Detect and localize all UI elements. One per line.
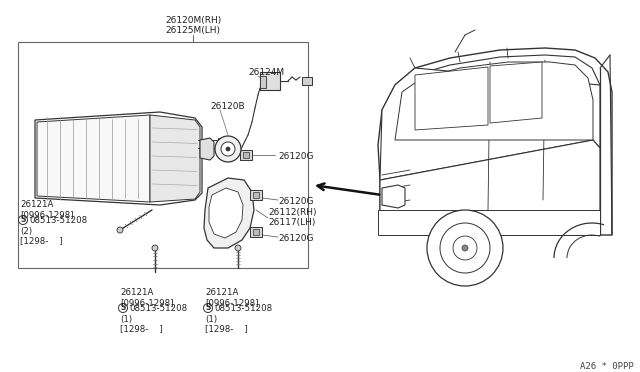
Text: S: S bbox=[120, 304, 125, 312]
Text: [1298-    ]: [1298- ] bbox=[20, 236, 63, 245]
Circle shape bbox=[204, 304, 212, 312]
Polygon shape bbox=[378, 48, 612, 235]
Text: 26121A: 26121A bbox=[205, 288, 238, 297]
Bar bbox=[240, 150, 252, 160]
Polygon shape bbox=[200, 138, 214, 160]
Text: [0996-1298]: [0996-1298] bbox=[120, 298, 173, 307]
Bar bbox=[243, 152, 249, 158]
Polygon shape bbox=[415, 67, 488, 130]
Text: 26112(RH): 26112(RH) bbox=[268, 208, 317, 217]
Text: 26120G: 26120G bbox=[278, 197, 314, 206]
Bar bbox=[253, 229, 259, 235]
Polygon shape bbox=[204, 178, 254, 248]
Polygon shape bbox=[150, 115, 200, 202]
Text: S: S bbox=[20, 215, 26, 224]
Text: 26121A: 26121A bbox=[120, 288, 154, 297]
Bar bbox=[253, 192, 259, 198]
Text: 08513-51208: 08513-51208 bbox=[214, 304, 272, 313]
Polygon shape bbox=[380, 68, 600, 180]
Bar bbox=[250, 227, 262, 237]
Text: 26120B: 26120B bbox=[210, 102, 244, 111]
Circle shape bbox=[117, 227, 123, 233]
Text: [0996-1298]: [0996-1298] bbox=[205, 298, 259, 307]
Bar bbox=[218, 138, 230, 152]
Text: [1298-    ]: [1298- ] bbox=[120, 324, 163, 333]
Polygon shape bbox=[395, 62, 593, 140]
Polygon shape bbox=[490, 62, 542, 123]
Circle shape bbox=[440, 223, 490, 273]
Circle shape bbox=[235, 245, 241, 251]
Bar bbox=[250, 190, 262, 200]
Polygon shape bbox=[380, 140, 600, 235]
Text: [0996-1298]: [0996-1298] bbox=[20, 210, 74, 219]
Text: 26117(LH): 26117(LH) bbox=[268, 218, 316, 227]
Text: 26120G: 26120G bbox=[278, 152, 314, 161]
Circle shape bbox=[226, 147, 230, 151]
Bar bbox=[302, 77, 312, 85]
Text: A26 * 0PPP: A26 * 0PPP bbox=[580, 362, 634, 371]
Circle shape bbox=[152, 245, 158, 251]
Circle shape bbox=[215, 136, 241, 162]
Bar bbox=[260, 72, 280, 90]
Text: (1): (1) bbox=[120, 315, 132, 324]
Polygon shape bbox=[209, 188, 243, 238]
Circle shape bbox=[462, 245, 468, 251]
Text: (2): (2) bbox=[20, 227, 32, 236]
Text: 26124M: 26124M bbox=[248, 68, 284, 77]
Polygon shape bbox=[35, 112, 202, 205]
Circle shape bbox=[221, 142, 235, 156]
Text: 08513-51208: 08513-51208 bbox=[129, 304, 187, 313]
Circle shape bbox=[19, 215, 28, 224]
Polygon shape bbox=[378, 210, 600, 235]
Text: [1298-    ]: [1298- ] bbox=[205, 324, 248, 333]
Circle shape bbox=[427, 210, 503, 286]
Text: (1): (1) bbox=[205, 315, 217, 324]
Bar bbox=[18, 42, 308, 268]
Bar bbox=[260, 76, 266, 88]
Text: S: S bbox=[205, 304, 211, 312]
Polygon shape bbox=[382, 185, 405, 208]
Text: 26121A: 26121A bbox=[20, 200, 53, 209]
Text: 26120M(RH): 26120M(RH) bbox=[165, 16, 221, 25]
Circle shape bbox=[453, 236, 477, 260]
Polygon shape bbox=[37, 115, 150, 202]
Text: 26120G: 26120G bbox=[278, 234, 314, 243]
Text: 26125M(LH): 26125M(LH) bbox=[166, 26, 221, 35]
Circle shape bbox=[118, 304, 127, 312]
Text: 08513-51208: 08513-51208 bbox=[29, 216, 87, 225]
Polygon shape bbox=[388, 55, 600, 145]
